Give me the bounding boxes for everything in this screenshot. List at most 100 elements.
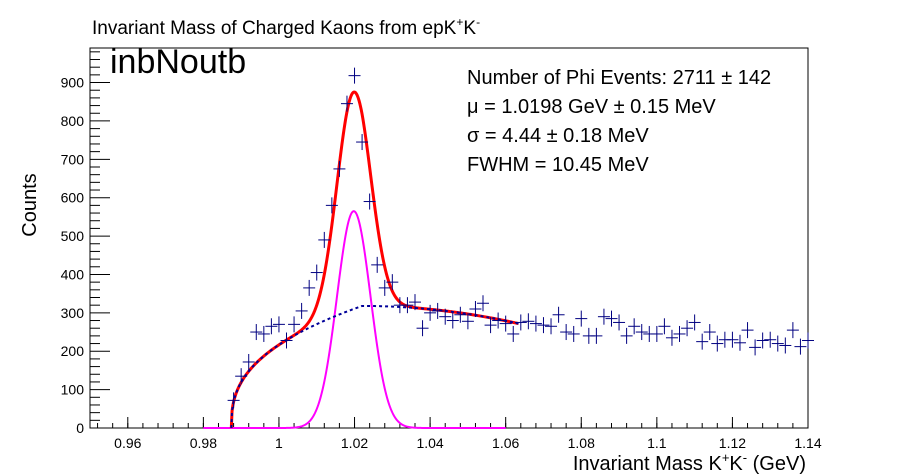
fit-curves xyxy=(203,90,519,429)
data-point xyxy=(318,231,331,248)
data-point xyxy=(771,335,784,352)
x-tick-label: 0.96 xyxy=(114,435,141,451)
y-tick-label: 900 xyxy=(61,75,85,91)
data-point xyxy=(227,392,240,409)
data-point xyxy=(567,325,580,342)
data-point xyxy=(635,324,648,341)
y-tick-label: 400 xyxy=(61,266,85,282)
data-point xyxy=(235,368,248,385)
data-point xyxy=(802,332,814,349)
y-tick-label: 100 xyxy=(61,382,85,398)
y-tick-label: 0 xyxy=(76,420,84,436)
x-tick-label: 1 xyxy=(275,435,283,451)
data-point xyxy=(325,197,338,214)
data-point xyxy=(529,315,542,332)
data-point xyxy=(288,316,301,333)
data-point xyxy=(484,317,497,334)
data-point xyxy=(597,308,610,325)
y-tick-label: 300 xyxy=(61,305,85,321)
data-point xyxy=(401,297,414,314)
x-tick-label: 1.08 xyxy=(568,435,595,451)
data-point xyxy=(265,318,278,335)
x-tick-label: 1.1 xyxy=(647,435,667,451)
y-axis-label: Counts xyxy=(19,173,41,236)
data-point xyxy=(514,314,527,331)
stats-line: FWHM = 10.45 MeV xyxy=(467,154,649,176)
data-point xyxy=(560,324,573,341)
data-point xyxy=(726,331,739,348)
stats-line: Number of Phi Events: 2711 ± 142 xyxy=(467,67,771,89)
data-point xyxy=(348,67,361,84)
data-point xyxy=(295,302,308,319)
stats-box: Number of Phi Events: 2711 ± 142 μ = 1.0… xyxy=(467,67,771,176)
data-point xyxy=(673,325,686,342)
data-point xyxy=(650,325,663,342)
data-point xyxy=(605,310,618,327)
data-point xyxy=(620,327,633,344)
data-point xyxy=(439,308,452,325)
x-tick-label: 1.06 xyxy=(492,435,519,451)
x-tick-label: 1.12 xyxy=(719,435,746,451)
data-point xyxy=(310,264,323,281)
data-point xyxy=(779,337,792,354)
data-point xyxy=(537,317,550,334)
data-point xyxy=(492,312,505,329)
data-point xyxy=(356,134,369,151)
data-point xyxy=(378,279,391,296)
data-point xyxy=(733,334,746,351)
data-point xyxy=(688,314,701,331)
data-point xyxy=(545,318,558,335)
x-tick-label: 1.04 xyxy=(416,435,443,451)
data-point xyxy=(575,310,588,327)
x-tick-label: 0.98 xyxy=(190,435,217,451)
y-tick-label: 600 xyxy=(61,190,85,206)
data-point xyxy=(363,193,376,210)
data-point xyxy=(522,313,535,330)
data-point xyxy=(303,279,316,296)
y-tick-label: 500 xyxy=(61,228,85,244)
data-point xyxy=(454,306,467,323)
data-point xyxy=(250,324,263,341)
y-tick-label: 700 xyxy=(61,151,85,167)
data-point xyxy=(613,314,626,331)
data-point xyxy=(756,332,769,349)
y-tick-label: 200 xyxy=(61,343,85,359)
data-point xyxy=(333,160,346,177)
data-point xyxy=(741,322,754,339)
label-tag: inbNoutb xyxy=(110,43,246,81)
data-point xyxy=(658,318,671,335)
data-point xyxy=(794,338,807,355)
data-point xyxy=(386,274,399,291)
stats-line: μ = 1.0198 GeV ± 0.15 MeV xyxy=(467,96,716,118)
x-tick-label: 1.14 xyxy=(794,435,821,451)
data-point xyxy=(340,95,353,112)
data-point xyxy=(477,295,490,312)
data-point xyxy=(786,322,799,339)
data-point xyxy=(590,327,603,344)
data-point xyxy=(461,313,474,330)
data-points xyxy=(227,67,814,409)
data-point xyxy=(371,256,384,273)
signal-curve xyxy=(203,210,506,429)
data-point xyxy=(681,320,694,337)
data-point xyxy=(552,306,565,323)
data-point xyxy=(764,331,777,348)
data-point xyxy=(507,325,520,342)
data-point xyxy=(416,320,429,337)
data-point xyxy=(499,315,512,332)
data-point xyxy=(272,316,285,333)
data-point xyxy=(242,353,255,370)
data-point xyxy=(257,325,270,342)
data-point xyxy=(749,339,762,356)
data-point xyxy=(280,332,293,349)
data-point xyxy=(703,324,716,341)
data-point xyxy=(424,304,437,321)
data-point xyxy=(628,318,641,335)
x-axis-label: Invariant Mass K+K- (GeV) xyxy=(573,450,806,475)
background-curve xyxy=(230,304,519,429)
chart-title: Invariant Mass of Charged Kaons from epK… xyxy=(92,15,480,39)
y-tick-label: 800 xyxy=(61,113,85,129)
axes: 0.96 0.98 1 1.02 1.04 1.06 1.08 1.1 1.12 1.14 0 100… xyxy=(61,51,822,451)
data-point xyxy=(446,312,459,329)
